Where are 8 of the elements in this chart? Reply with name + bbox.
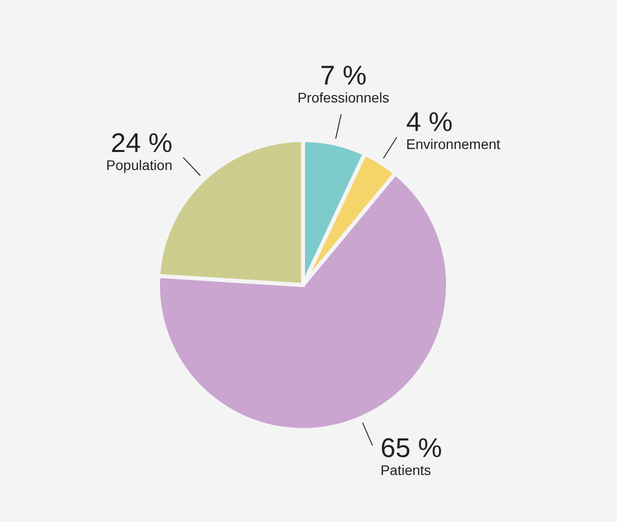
data-label: 7 % <box>320 60 367 90</box>
slice-label: Patients <box>380 462 432 478</box>
data-label: 4 % <box>406 106 453 137</box>
slice-label: Environnement <box>406 136 500 152</box>
slice-label: Population <box>106 157 172 174</box>
slice-label: Professionnels <box>297 89 390 106</box>
data-label: 24 % <box>110 128 172 158</box>
data-label: 65 % <box>380 432 442 463</box>
